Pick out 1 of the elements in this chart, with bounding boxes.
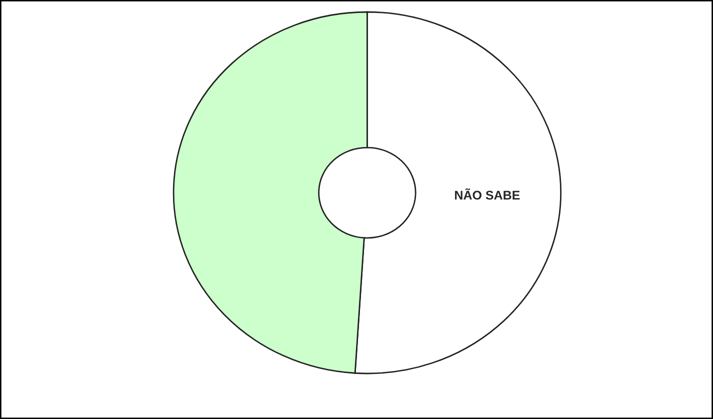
slice-label: NÃO SABE [455,188,520,200]
